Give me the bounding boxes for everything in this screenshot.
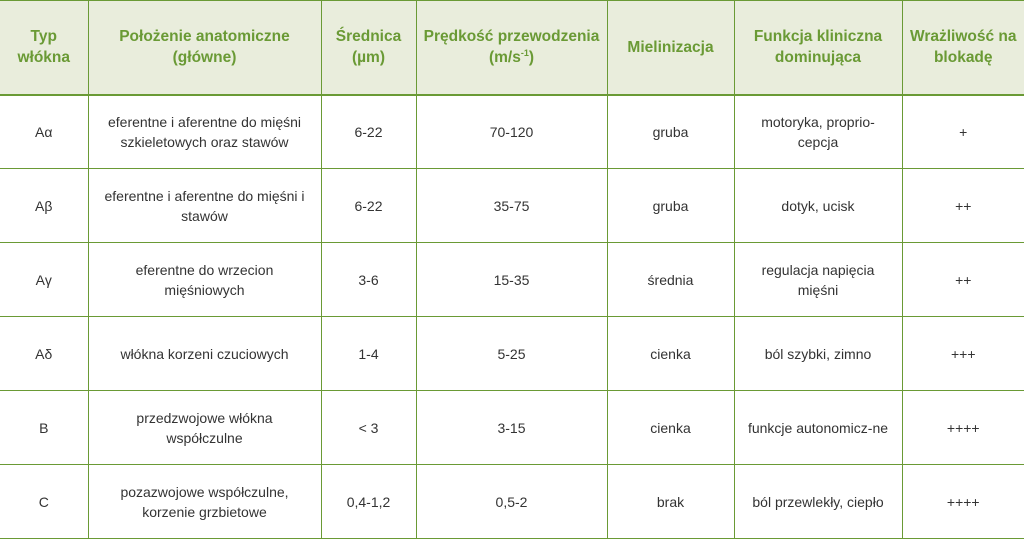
cell-mielinizacja: brak [606, 464, 735, 539]
cell-polozenie: włókna korzeni czuciowych [87, 316, 322, 391]
cell-typ: Aγ [0, 242, 89, 317]
cell-polozenie: przedzwojowe włókna współczulne [87, 390, 322, 465]
cell-mielinizacja: cienka [606, 316, 735, 391]
cell-srednica: 0,4-1,2 [320, 464, 417, 539]
cell-wrazliwosc: ++++ [901, 464, 1024, 539]
cell-funkcja: dotyk, ucisk [733, 168, 903, 243]
cell-funkcja: regulacja napięcia mięśni [733, 242, 903, 317]
cell-typ: Aα [0, 93, 89, 169]
cell-mielinizacja: gruba [606, 93, 735, 169]
cell-predkosc: 5-25 [415, 316, 608, 391]
cell-predkosc: 70-120 [415, 93, 608, 169]
table-row: Aγ eferentne do wrzecion mięśniowych 3-6… [0, 242, 1024, 317]
header-typ: Typ włókna [0, 0, 89, 95]
cell-typ: B [0, 390, 89, 465]
header-polozenie: Położenie anatomiczne (główne) [87, 0, 322, 95]
header-row: Typ włókna Położenie anatomiczne (główne… [0, 0, 1024, 95]
cell-srednica: 3-6 [320, 242, 417, 317]
cell-wrazliwosc: ++++ [901, 390, 1024, 465]
cell-funkcja: ból przewlekły, ciepło [733, 464, 903, 539]
table-row: B przedzwojowe włókna współczulne < 3 3-… [0, 390, 1024, 465]
table-row: Aδ włókna korzeni czuciowych 1-4 5-25 ci… [0, 316, 1024, 391]
table-row: Aα eferentne i aferentne do mięśni szkie… [0, 93, 1024, 169]
cell-wrazliwosc: + [901, 93, 1024, 169]
header-predkosc-end: ) [528, 49, 535, 67]
cell-srednica: < 3 [320, 390, 417, 465]
cell-mielinizacja: średnia [606, 242, 735, 317]
cell-typ: Aβ [0, 168, 89, 243]
cell-wrazliwosc: ++ [901, 242, 1024, 317]
header-mielinizacja: Mielinizacja [606, 0, 735, 95]
cell-funkcja: funkcje autonomicz-ne [733, 390, 903, 465]
cell-mielinizacja: gruba [606, 168, 735, 243]
header-predkosc-sup: -1 [520, 48, 529, 59]
cell-srednica: 6-22 [320, 93, 417, 169]
cell-funkcja: ból szybki, zimno [733, 316, 903, 391]
cell-predkosc: 0,5-2 [415, 464, 608, 539]
header-predkosc-main: Prędkość przewodzenia (m/s [423, 28, 600, 67]
cell-mielinizacja: cienka [606, 390, 735, 465]
header-funkcja: Funkcja kliniczna dominująca [733, 0, 903, 95]
cell-funkcja: motoryka, proprio-cepcja [733, 93, 903, 169]
cell-typ: C [0, 464, 89, 539]
header-srednica: Średnica (µm) [320, 0, 417, 95]
cell-polozenie: eferentne i aferentne do mięśni szkielet… [87, 93, 322, 169]
cell-wrazliwosc: +++ [901, 316, 1024, 391]
table-row: Aβ eferentne i aferentne do mięśni i sta… [0, 168, 1024, 243]
header-predkosc: Prędkość przewodzenia (m/s-1) [415, 0, 608, 95]
table-header: Typ włókna Położenie anatomiczne (główne… [0, 0, 1024, 95]
cell-polozenie: eferentne i aferentne do mięśni i stawów [87, 168, 322, 243]
cell-srednica: 6-22 [320, 168, 417, 243]
cell-polozenie: eferentne do wrzecion mięśniowych [87, 242, 322, 317]
cell-predkosc: 15-35 [415, 242, 608, 317]
cell-srednica: 1-4 [320, 316, 417, 391]
cell-typ: Aδ [0, 316, 89, 391]
table-row: C pozazwojowe współczulne, korzenie grzb… [0, 464, 1024, 539]
header-wrazliwosc: Wrażliwość na blokadę [901, 0, 1024, 95]
cell-polozenie: pozazwojowe współczulne, korzenie grzbie… [87, 464, 322, 539]
table-body: Aα eferentne i aferentne do mięśni szkie… [0, 93, 1024, 539]
cell-predkosc: 35-75 [415, 168, 608, 243]
cell-predkosc: 3-15 [415, 390, 608, 465]
cell-wrazliwosc: ++ [901, 168, 1024, 243]
